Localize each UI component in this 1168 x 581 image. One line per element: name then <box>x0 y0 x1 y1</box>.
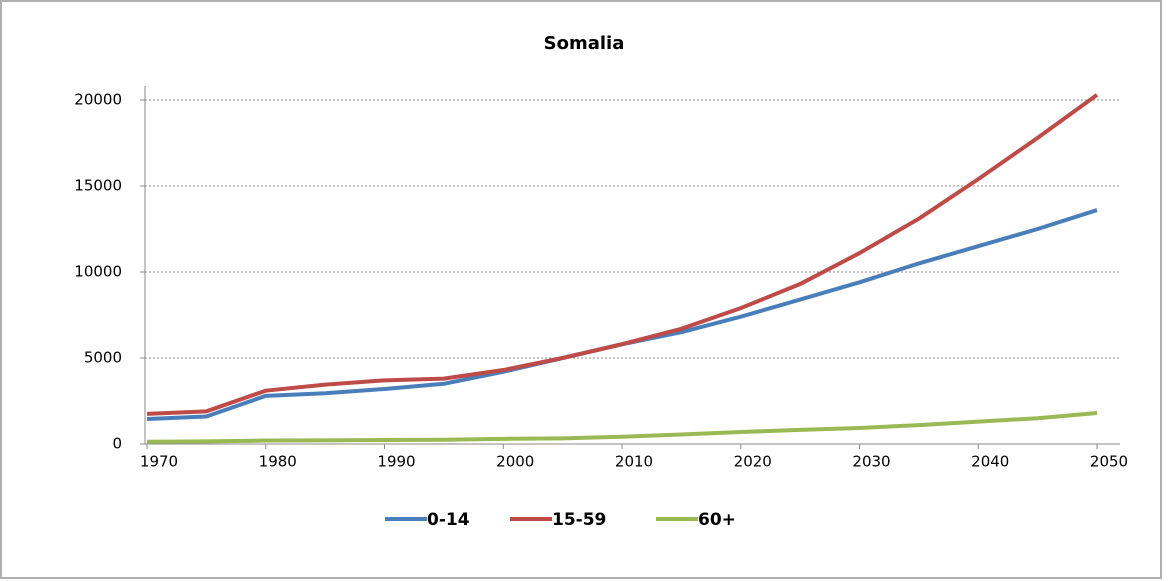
legend-label: 60+ <box>698 510 736 530</box>
chart-title: Somalia <box>544 33 625 54</box>
series-line <box>146 93 1099 416</box>
x-tick-label: 2040 <box>971 453 1009 471</box>
series-line <box>146 411 1098 444</box>
legend-label: 15-59 <box>552 510 606 530</box>
x-tick-label: 2000 <box>496 453 534 471</box>
y-tick-label: 0 <box>112 435 122 453</box>
y-tick-label: 15000 <box>74 177 122 195</box>
y-tick-label: 10000 <box>74 263 122 281</box>
y-tick-label: 20000 <box>74 91 122 109</box>
y-tick-label: 5000 <box>84 349 122 367</box>
x-tick-label: 1990 <box>377 453 415 471</box>
x-tick-label: 1970 <box>140 453 178 471</box>
x-tick-label: 1980 <box>259 453 297 471</box>
x-tick-label: 2050 <box>1090 453 1128 471</box>
x-tick-label: 2020 <box>734 453 772 471</box>
x-tick-label: 2030 <box>852 453 890 471</box>
x-tick-label: 2010 <box>615 453 653 471</box>
legend-label: 0-14 <box>427 510 470 530</box>
